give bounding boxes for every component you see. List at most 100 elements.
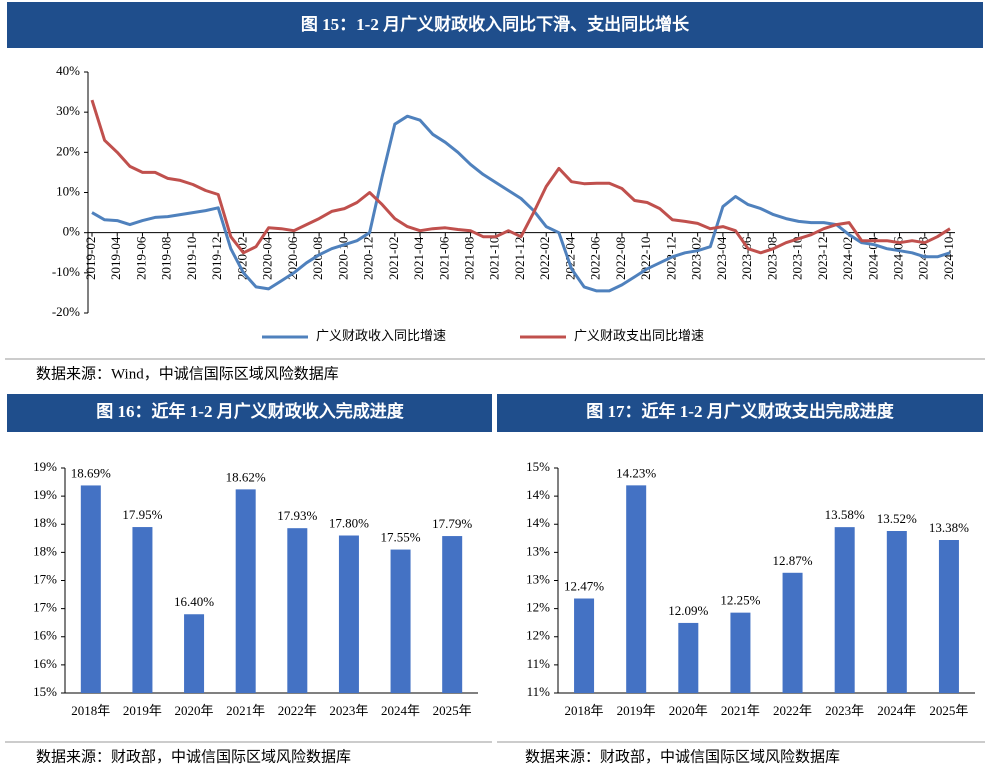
y-tick-label: 13% (526, 543, 550, 558)
x-tick-label: 2025年 (929, 703, 968, 718)
x-tick-label: 2019-06 (133, 236, 148, 280)
y-tick-label: 12% (526, 628, 550, 643)
x-tick-label: 2021-06 (436, 236, 451, 280)
x-tick-label: 2022年 (773, 703, 812, 718)
x-tick-label: 2024-08 (916, 237, 931, 280)
bar (390, 549, 411, 693)
value-label: 14.23% (616, 465, 656, 480)
x-tick-label: 2020-12 (361, 237, 376, 280)
value-label: 16.40% (174, 594, 214, 609)
x-tick-label: 2024-02 (840, 237, 855, 280)
x-tick-label: 2024年 (877, 703, 916, 718)
y-tick-label: 15% (33, 684, 57, 699)
x-tick-label: 2024-10 (941, 237, 956, 280)
bar (574, 598, 595, 693)
x-tick-label: 2024-06 (891, 236, 906, 280)
y-tick-label: -10% (52, 264, 80, 279)
legend-label: 广义财政支出同比增速 (574, 328, 704, 343)
title-bar (7, 394, 492, 432)
y-tick-label: 14% (526, 487, 550, 502)
bar (442, 536, 463, 693)
x-tick-label: 2020-06 (285, 236, 300, 280)
source-note: 数据来源：财政部，中诚信国际区域风险数据库 (525, 748, 840, 765)
x-tick-label: 2019-08 (159, 237, 174, 280)
y-tick-label: -20% (52, 304, 80, 319)
x-tick-label: 2019年 (617, 703, 656, 718)
y-tick-label: 19% (33, 459, 57, 474)
value-label: 17.80% (329, 515, 369, 530)
y-tick-label: 0% (63, 224, 81, 239)
x-tick-label: 2020年 (175, 703, 214, 718)
bar (730, 612, 751, 693)
chart-title: 图 16：近年 1-2 月广义财政收入完成进度 (96, 401, 404, 421)
value-label: 13.38% (929, 520, 969, 535)
value-label: 13.52% (877, 511, 917, 526)
title-bar (7, 2, 983, 48)
bar (678, 622, 699, 693)
bar (80, 485, 101, 693)
x-tick-label: 2020-04 (260, 236, 275, 280)
y-tick-label: 16% (33, 656, 57, 671)
bar (132, 527, 153, 693)
x-tick-label: 2023年 (825, 703, 864, 718)
bar (886, 531, 907, 693)
y-tick-label: 15% (526, 459, 550, 474)
x-tick-label: 2024年 (381, 703, 420, 718)
value-label: 12.47% (564, 578, 604, 593)
y-tick-label: 30% (56, 103, 80, 118)
x-tick-label: 2023-10 (790, 237, 805, 280)
source-note: 数据来源：Wind，中诚信国际区域风险数据库 (36, 365, 339, 382)
bar (287, 528, 308, 693)
x-tick-label: 2023-04 (714, 236, 729, 280)
x-tick-label: 2021-04 (411, 236, 426, 280)
value-label: 12.87% (773, 553, 813, 568)
bar (782, 572, 803, 693)
x-tick-label: 2022-02 (537, 237, 552, 280)
x-tick-label: 2018年 (565, 703, 604, 718)
y-tick-label: 18% (33, 515, 57, 530)
x-tick-label: 2019-10 (184, 237, 199, 280)
y-tick-label: 18% (33, 543, 57, 558)
bar (834, 527, 855, 693)
y-tick-label: 13% (526, 571, 550, 586)
x-tick-label: 2024-04 (865, 236, 880, 280)
y-tick-label: 20% (56, 143, 80, 158)
x-tick-label: 2020年 (669, 703, 708, 718)
x-tick-label: 2021-12 (512, 237, 527, 280)
bar (626, 485, 647, 693)
y-tick-label: 16% (33, 628, 57, 643)
x-tick-label: 2022-04 (562, 236, 577, 280)
value-label: 18.69% (71, 465, 111, 480)
x-tick-label: 2021-10 (487, 237, 502, 280)
series-line (90, 99, 951, 255)
x-tick-label: 2021年 (721, 703, 760, 718)
x-tick-label: 2021-02 (386, 237, 401, 280)
x-tick-label: 2023-12 (815, 237, 830, 280)
chart-title: 图 15：1-2 月广义财政收入同比下滑、支出同比增长 (301, 14, 690, 34)
y-tick-label: 40% (56, 63, 80, 78)
legend-label: 广义财政收入同比增速 (316, 328, 446, 343)
value-label: 17.79% (432, 516, 472, 531)
x-tick-label: 2025年 (433, 703, 472, 718)
x-tick-label: 2023-02 (689, 237, 704, 280)
y-tick-label: 17% (33, 600, 57, 615)
x-tick-label: 2022年 (278, 703, 317, 718)
value-label: 12.25% (720, 593, 760, 608)
x-tick-label: 2019-04 (108, 236, 123, 280)
x-tick-label: 2021-08 (462, 237, 477, 280)
value-label: 13.58% (825, 507, 865, 522)
value-label: 17.93% (277, 508, 317, 523)
y-tick-label: 11% (527, 684, 551, 699)
x-tick-label: 2022-06 (588, 236, 603, 280)
y-tick-label: 11% (527, 656, 551, 671)
series-line (91, 114, 951, 293)
x-tick-label: 2023年 (329, 703, 368, 718)
bar (338, 535, 359, 693)
y-tick-label: 19% (33, 487, 57, 502)
y-tick-label: 12% (526, 600, 550, 615)
y-tick-label: 17% (33, 571, 57, 586)
x-tick-label: 2019年 (123, 703, 162, 718)
y-tick-label: 10% (56, 183, 80, 198)
bar (235, 489, 256, 693)
